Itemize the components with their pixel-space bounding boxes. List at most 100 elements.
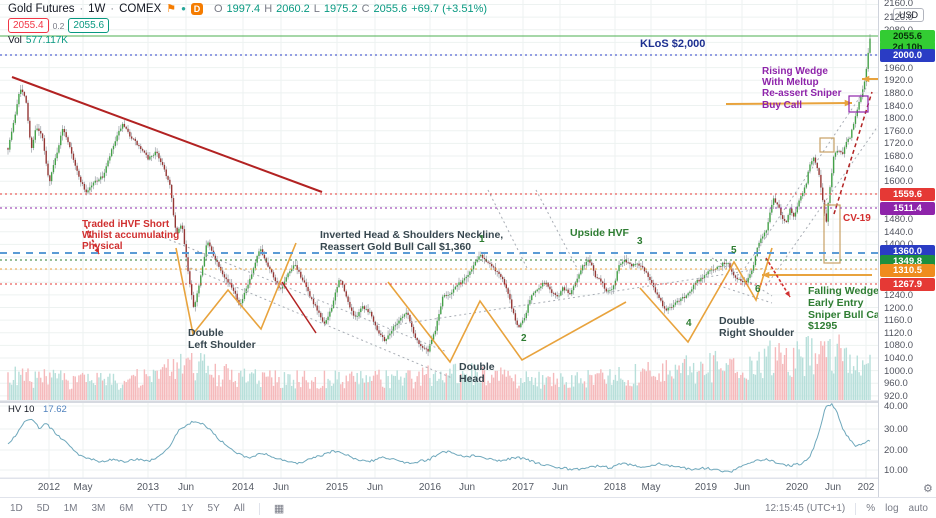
- data-mode-badge[interactable]: D: [190, 3, 203, 15]
- candles: [7, 34, 871, 357]
- range-button-1m[interactable]: 1M: [63, 503, 78, 514]
- exchange-label: COMEX: [119, 3, 162, 15]
- time-label: 2018: [603, 482, 627, 493]
- percent-scale-button[interactable]: %: [866, 503, 876, 514]
- grid: [0, 0, 878, 478]
- hv-tick: 10.00: [884, 465, 908, 476]
- high-value: 2060.2: [276, 3, 310, 15]
- price-tick: 1120.0: [884, 328, 913, 339]
- price-tick: 2120.0: [884, 12, 914, 23]
- price-tick: 1760.0: [884, 126, 914, 137]
- currency-label[interactable]: USD: [893, 8, 925, 22]
- time-label: Jun: [366, 482, 384, 493]
- price-tick: 1880.0: [884, 88, 914, 99]
- low-value: 1975.2: [323, 3, 358, 15]
- volume-bars: [7, 334, 871, 400]
- time-label: Jun: [272, 482, 290, 493]
- price-tick: 1680.0: [884, 151, 914, 162]
- volume-readout: Vol 577.117K: [8, 35, 68, 46]
- log-scale-button[interactable]: log: [885, 503, 899, 514]
- time-label: Jun: [177, 482, 195, 493]
- price-tick: 1160.0: [884, 315, 913, 326]
- gear-icon[interactable]: ⚙: [923, 483, 933, 495]
- time-label: 2015: [325, 482, 349, 493]
- price-tick: 1800.0: [884, 113, 914, 124]
- hv-indicator-value: 17.62: [43, 404, 67, 415]
- price-tick: 1720.0: [884, 138, 914, 149]
- range-button-6m[interactable]: 6M: [119, 503, 134, 514]
- price-badge: 1511.4: [880, 201, 935, 215]
- pane-separator[interactable]: [0, 400, 936, 404]
- range-button-1y[interactable]: 1Y: [181, 503, 194, 514]
- price-levels[interactable]: [0, 35, 878, 285]
- range-button-5d[interactable]: 5D: [36, 503, 50, 514]
- price-tick: 1920.0: [884, 75, 914, 86]
- range-button-1d[interactable]: 1D: [10, 503, 23, 514]
- hv-tick: 40.00: [884, 401, 908, 412]
- price-tick: 1200.0: [884, 303, 914, 314]
- price-tick: 920.0: [884, 391, 908, 402]
- price-tick: 1040.0: [884, 353, 914, 364]
- divider: [258, 502, 260, 515]
- symbol-name[interactable]: Gold Futures: [8, 3, 75, 15]
- range-button-3m[interactable]: 3M: [91, 503, 106, 514]
- time-label: 202: [857, 482, 875, 493]
- range-selector-group: 1D 5D 1M 3M 6M YTD 1Y 5Y All ▦: [0, 502, 284, 515]
- price-tick: 1960.0: [884, 63, 914, 74]
- ask-price[interactable]: 2055.6: [68, 18, 110, 33]
- time-axis[interactable]: 2012 May 2013 Jun 2014 Jun 2015 Jun 2016 Jun 2017 J…: [0, 478, 878, 498]
- range-button-ytd[interactable]: YTD: [147, 503, 168, 514]
- ohlc-readout: O 1997.4 H 2060.2 L 1975.2 C 2055.6 +69.7 (+…: [213, 3, 488, 15]
- interval-label[interactable]: 1W: [88, 3, 106, 15]
- time-label: Jun: [824, 482, 842, 493]
- price-axis[interactable]: USD ⚙ 2160.02120.02080.01960.01920.01880…: [878, 0, 936, 497]
- price-tick: 1080.0: [884, 340, 914, 351]
- range-button-5y[interactable]: 5Y: [207, 503, 220, 514]
- close-value: 2055.6: [373, 3, 408, 15]
- bottom-toolbar: 1D 5D 1M 3M 6M YTD 1Y 5Y All ▦ 12:15:45 (UTC+1) %…: [0, 497, 936, 518]
- hv-indicator-legend[interactable]: HV 10 17.62: [8, 404, 67, 415]
- symbol-legend: Gold Futures · 1W · COMEX ⚑ ● D O 1997.4 …: [8, 2, 488, 46]
- time-label: Jun: [458, 482, 476, 493]
- price-badge: 1267.9: [880, 277, 935, 291]
- time-label: 2016: [418, 482, 442, 493]
- price-badge: 1360.0: [880, 244, 935, 258]
- bid-price[interactable]: 2055.4: [8, 18, 49, 33]
- price-badge: 1310.5: [880, 263, 935, 277]
- divider: [855, 502, 857, 515]
- price-tick: 1640.0: [884, 164, 914, 175]
- volume-value: 577.117K: [25, 35, 68, 46]
- time-label: 2019: [694, 482, 718, 493]
- price-tick: 1440.0: [884, 227, 914, 238]
- price-tick: 2160.0: [884, 0, 914, 9]
- price-badge: 1559.6: [880, 187, 935, 201]
- hv-line: [7, 402, 871, 473]
- price-tick: 960.0: [884, 378, 908, 389]
- time-label: 2014: [231, 482, 255, 493]
- change-value: +69.7 (+3.51%): [411, 3, 488, 15]
- time-label: 2017: [511, 482, 535, 493]
- price-tick: 1840.0: [884, 101, 914, 112]
- open-value: 1997.4: [226, 3, 261, 15]
- drawing-tools-layer[interactable]: [11, 75, 884, 379]
- time-label: Jun: [551, 482, 569, 493]
- calendar-icon[interactable]: ▦: [273, 503, 285, 515]
- price-tick: 1600.0: [884, 176, 914, 187]
- time-label: 2013: [136, 482, 160, 493]
- price-tick: 1000.0: [884, 366, 914, 377]
- time-label: Jun: [733, 482, 751, 493]
- price-badge: 2055.6: [880, 29, 935, 43]
- auto-scale-button[interactable]: auto: [908, 503, 928, 514]
- clock-label[interactable]: 12:15:45 (UTC+1): [764, 503, 846, 514]
- range-button-all[interactable]: All: [233, 503, 245, 514]
- time-label: May: [73, 482, 93, 493]
- price-badge: 2000.0: [880, 48, 935, 62]
- time-label: 2020: [785, 482, 809, 493]
- hv-indicator-name: HV 10: [8, 404, 35, 415]
- scale-controls: 12:15:45 (UTC+1) % log auto: [764, 502, 936, 515]
- bid-ask-row: 2055.4 0.2 2055.6: [8, 18, 487, 33]
- flag-icon[interactable]: ⚑: [166, 2, 177, 15]
- status-dot-icon: ●: [181, 4, 186, 13]
